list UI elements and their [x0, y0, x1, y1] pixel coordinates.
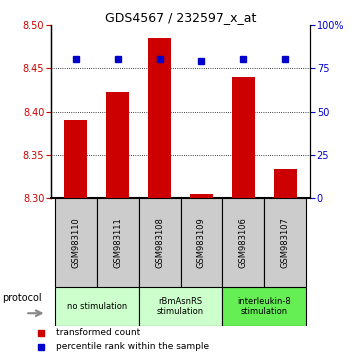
Text: GSM983111: GSM983111: [113, 217, 122, 268]
Bar: [106, 92, 129, 198]
Text: GSM983110: GSM983110: [71, 217, 80, 268]
Bar: [64, 120, 87, 198]
Bar: [97, 198, 139, 287]
Bar: [190, 194, 213, 198]
Bar: [264, 198, 306, 287]
Text: GSM983108: GSM983108: [155, 217, 164, 268]
Bar: [222, 287, 306, 326]
Bar: [139, 287, 222, 326]
Text: percentile rank within the sample: percentile rank within the sample: [56, 342, 209, 352]
Text: protocol: protocol: [3, 293, 42, 303]
Bar: [55, 287, 139, 326]
Text: GSM983106: GSM983106: [239, 217, 248, 268]
Title: GDS4567 / 232597_x_at: GDS4567 / 232597_x_at: [105, 11, 256, 24]
Bar: [55, 198, 97, 287]
Text: GSM983109: GSM983109: [197, 217, 206, 268]
Text: rBmAsnRS
stimulation: rBmAsnRS stimulation: [157, 297, 204, 316]
Text: GSM983107: GSM983107: [281, 217, 290, 268]
Bar: [232, 77, 255, 198]
Bar: [180, 198, 222, 287]
Bar: [222, 198, 264, 287]
Bar: [139, 198, 180, 287]
Text: transformed count: transformed count: [56, 328, 140, 337]
Text: no stimulation: no stimulation: [66, 302, 127, 311]
Bar: [274, 169, 297, 198]
Bar: [148, 38, 171, 198]
Text: interleukin-8
stimulation: interleukin-8 stimulation: [238, 297, 291, 316]
